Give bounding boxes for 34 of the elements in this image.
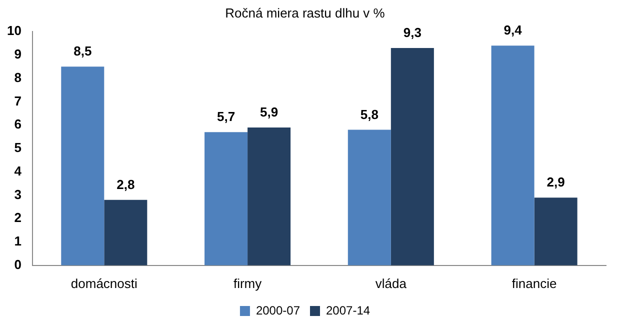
data-label: 5,9	[260, 104, 278, 120]
data-label: 9,4	[504, 22, 523, 38]
y-tick-label: 6	[14, 116, 22, 132]
y-tick-label: 1	[14, 234, 22, 249]
bar	[61, 66, 104, 266]
y-tick-label: 8	[14, 70, 22, 85]
x-tick-label: firmy	[233, 276, 262, 291]
data-label: 8,5	[74, 44, 92, 59]
data-label: 2,9	[546, 174, 565, 190]
bar	[204, 132, 248, 266]
y-tick-label: 9	[14, 46, 22, 62]
y-tick-label: 2	[14, 210, 22, 226]
legend-label: 2000-07	[256, 303, 300, 318]
data-label: 9,3	[403, 25, 422, 40]
bar	[390, 48, 434, 266]
bar	[248, 127, 291, 266]
legend-label: 2007-14	[326, 303, 370, 318]
x-tick-label: financie	[512, 276, 557, 291]
y-tick-label: 4	[14, 163, 22, 178]
data-label: 2,8	[116, 177, 135, 192]
y-tick-label: 5	[14, 140, 22, 156]
bar	[534, 198, 578, 266]
x-tick-label: domácnosti	[70, 276, 138, 291]
y-tick-label: 7	[14, 93, 22, 108]
y-tick-label: 0	[14, 256, 22, 272]
x-tick-label: vláda	[375, 276, 408, 291]
bar	[491, 46, 534, 266]
bar	[104, 200, 148, 266]
data-label: 5,7	[216, 109, 236, 124]
bar	[348, 130, 391, 266]
data-label: 5,8	[360, 106, 378, 122]
y-tick-label: 10	[6, 23, 22, 38]
chart-title: Ročná miera rastu dlhu v %	[225, 5, 386, 20]
y-tick-label: 3	[14, 186, 22, 202]
